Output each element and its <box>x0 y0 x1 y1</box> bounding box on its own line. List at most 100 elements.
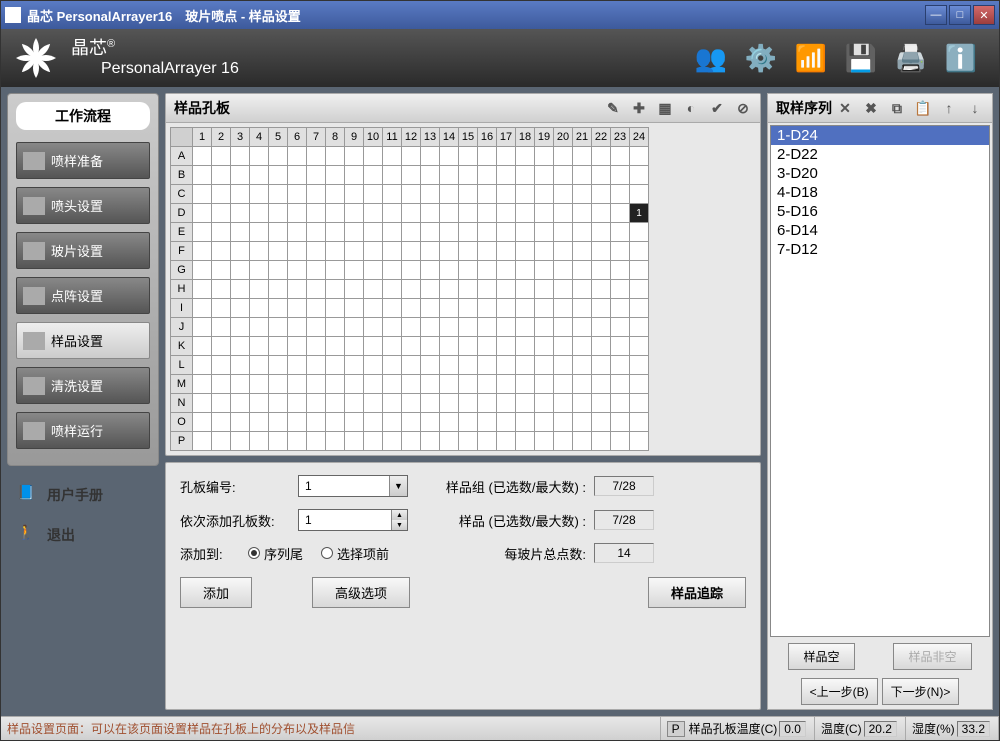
plate-well[interactable] <box>288 432 307 451</box>
plate-well[interactable] <box>440 242 459 261</box>
plate-well[interactable] <box>364 166 383 185</box>
plate-well[interactable] <box>592 432 611 451</box>
plate-row-header[interactable]: L <box>171 356 193 375</box>
plate-well[interactable] <box>440 299 459 318</box>
plate-well[interactable] <box>212 413 231 432</box>
plate-well[interactable] <box>478 166 497 185</box>
plate-well[interactable] <box>440 185 459 204</box>
plate-well[interactable] <box>497 166 516 185</box>
plate-well[interactable] <box>554 356 573 375</box>
add-count-spinner[interactable]: 1 ▲ ▼ <box>298 509 408 531</box>
plate-row-header[interactable]: I <box>171 299 193 318</box>
plate-well[interactable] <box>478 185 497 204</box>
plate-well[interactable] <box>497 432 516 451</box>
plate-well[interactable] <box>326 413 345 432</box>
plate-well[interactable] <box>421 318 440 337</box>
plate-well[interactable] <box>269 337 288 356</box>
maximize-button[interactable]: □ <box>949 5 971 25</box>
plate-well[interactable] <box>573 299 592 318</box>
workflow-item-sample[interactable]: 样品设置 <box>16 322 150 359</box>
plate-well[interactable] <box>364 185 383 204</box>
plate-col-header[interactable]: 19 <box>535 128 554 147</box>
plate-well[interactable] <box>402 204 421 223</box>
plate-well[interactable] <box>269 280 288 299</box>
plate-col-header[interactable]: 15 <box>459 128 478 147</box>
plate-well[interactable] <box>611 204 630 223</box>
plate-well[interactable] <box>535 318 554 337</box>
plate-well[interactable] <box>440 318 459 337</box>
plate-well[interactable] <box>193 299 212 318</box>
plate-well[interactable] <box>459 318 478 337</box>
plate-well[interactable] <box>573 318 592 337</box>
plate-well[interactable] <box>307 394 326 413</box>
plate-well[interactable] <box>535 432 554 451</box>
plate-well[interactable] <box>383 394 402 413</box>
plate-row-header[interactable]: G <box>171 261 193 280</box>
plate-well[interactable] <box>440 432 459 451</box>
plate-well[interactable] <box>459 394 478 413</box>
plate-well[interactable] <box>364 261 383 280</box>
plate-well[interactable] <box>611 242 630 261</box>
close-button[interactable]: ✕ <box>973 5 995 25</box>
plate-well[interactable] <box>288 413 307 432</box>
next-button[interactable]: 下一步(N)> <box>882 678 960 705</box>
plate-well[interactable] <box>497 299 516 318</box>
plate-col-header[interactable]: 17 <box>497 128 516 147</box>
plate-well[interactable] <box>288 261 307 280</box>
plate-well[interactable] <box>212 147 231 166</box>
plate-well[interactable] <box>554 432 573 451</box>
plate-well[interactable] <box>421 185 440 204</box>
plate-col-header[interactable]: 24 <box>630 128 649 147</box>
plate-well[interactable] <box>440 147 459 166</box>
plate-well[interactable] <box>535 299 554 318</box>
plate-well[interactable] <box>421 242 440 261</box>
plate-well[interactable] <box>592 204 611 223</box>
plate-well[interactable] <box>535 242 554 261</box>
plate-col-header[interactable]: 21 <box>573 128 592 147</box>
plate-well[interactable] <box>516 261 535 280</box>
plate-well[interactable] <box>250 375 269 394</box>
plate-well[interactable] <box>193 318 212 337</box>
plate-well[interactable] <box>497 413 516 432</box>
plate-well[interactable] <box>288 280 307 299</box>
plate-well[interactable] <box>231 280 250 299</box>
plate-row-header[interactable]: H <box>171 280 193 299</box>
workflow-item-run[interactable]: 喷样运行 <box>16 412 150 449</box>
plate-well[interactable] <box>630 394 649 413</box>
plate-well[interactable] <box>288 299 307 318</box>
plate-well[interactable] <box>554 280 573 299</box>
plate-col-header[interactable]: 20 <box>554 128 573 147</box>
sequence-item[interactable]: 2-D22 <box>771 145 989 164</box>
plate-well[interactable] <box>402 375 421 394</box>
plate-well[interactable] <box>516 166 535 185</box>
plate-well[interactable] <box>326 394 345 413</box>
plate-well[interactable] <box>402 318 421 337</box>
plate-well[interactable] <box>535 337 554 356</box>
plate-well[interactable] <box>231 299 250 318</box>
chevron-down-icon[interactable]: ▼ <box>389 476 407 496</box>
sequence-item[interactable]: 7-D12 <box>771 240 989 259</box>
plate-well[interactable] <box>326 185 345 204</box>
plate-well[interactable] <box>288 318 307 337</box>
plate-well[interactable] <box>421 432 440 451</box>
plate-well[interactable] <box>516 204 535 223</box>
plate-well[interactable] <box>212 375 231 394</box>
plate-grid[interactable]: 123456789101112131415161718192021222324A… <box>170 127 649 451</box>
plate-well[interactable] <box>611 261 630 280</box>
plate-well[interactable] <box>326 280 345 299</box>
plate-well[interactable] <box>326 432 345 451</box>
plate-well[interactable] <box>421 394 440 413</box>
plate-well[interactable] <box>440 261 459 280</box>
cancel-icon[interactable]: ⊘ <box>734 100 752 117</box>
plate-well[interactable] <box>630 299 649 318</box>
plate-well[interactable] <box>421 299 440 318</box>
plate-well[interactable] <box>364 223 383 242</box>
plate-well[interactable] <box>573 204 592 223</box>
up-arrow-icon[interactable]: ↑ <box>940 100 958 117</box>
plate-well[interactable] <box>478 356 497 375</box>
plate-well[interactable] <box>250 394 269 413</box>
plate-well[interactable] <box>288 204 307 223</box>
sequence-item[interactable]: 6-D14 <box>771 221 989 240</box>
plate-well[interactable] <box>497 337 516 356</box>
plate-well[interactable] <box>440 394 459 413</box>
